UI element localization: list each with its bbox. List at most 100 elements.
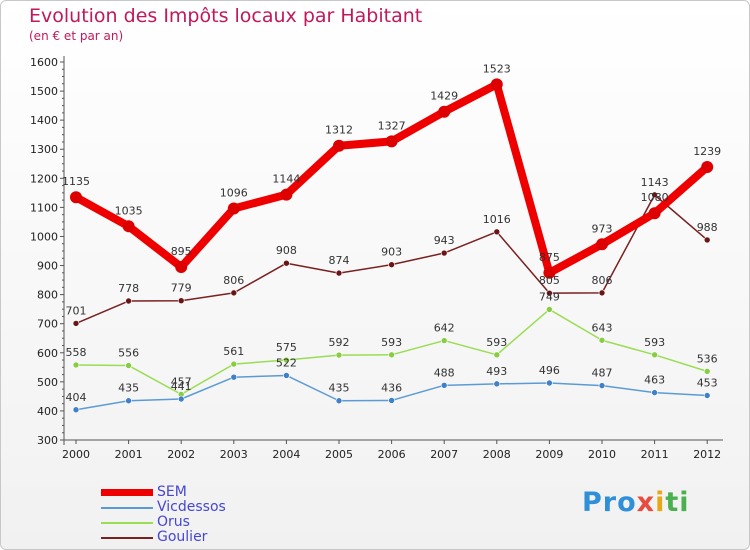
legend-item-sem: SEM — [101, 485, 226, 500]
y-tick-label: 1600 — [30, 56, 58, 69]
data-label-orus: 556 — [118, 347, 139, 360]
point-orus — [388, 351, 395, 359]
data-label-orus: 643 — [592, 321, 613, 334]
legend-swatch-vicdessos — [101, 506, 153, 509]
data-label-sem: 1327 — [378, 119, 406, 132]
x-tick-label: 2005 — [325, 448, 353, 461]
x-tick-label: 2010 — [588, 448, 616, 461]
y-tick-label: 1200 — [30, 172, 58, 185]
point-sem — [280, 188, 293, 201]
point-orus — [493, 351, 501, 359]
y-tick-label: 600 — [37, 347, 58, 360]
x-tick-label: 2002 — [167, 448, 195, 461]
data-label-orus: 749 — [539, 290, 560, 303]
legend-label-vicdessos: Vicdessos — [157, 499, 226, 515]
point-orus — [598, 336, 606, 344]
y-tick-label: 700 — [37, 318, 58, 331]
point-goulier — [440, 249, 448, 257]
chart-title: Evolution des Impôts locaux par Habitant — [29, 5, 423, 27]
point-orus — [230, 360, 238, 368]
point-sem — [70, 191, 82, 204]
x-tick-label: 2008 — [483, 448, 511, 461]
point-vicdessos — [72, 406, 80, 414]
legend-label-goulier: Goulier — [157, 529, 208, 545]
point-orus — [703, 368, 711, 375]
x-tick-label: 2009 — [535, 448, 563, 461]
legend-item-vicdessos: Vicdessos — [101, 500, 226, 515]
y-tick-label: 1000 — [30, 230, 58, 243]
point-vicdessos — [598, 382, 606, 389]
data-label-orus: 457 — [171, 375, 192, 388]
point-vicdessos — [493, 380, 501, 388]
data-label-vicdessos: 404 — [66, 391, 87, 404]
data-label-orus: 593 — [486, 336, 507, 349]
point-sem — [122, 220, 135, 233]
point-goulier — [283, 259, 290, 267]
data-label-vicdessos: 493 — [486, 365, 507, 378]
point-goulier — [72, 320, 80, 327]
point-goulier — [125, 297, 132, 305]
data-label-vicdessos: 453 — [697, 377, 718, 390]
y-tick-label: 1100 — [30, 201, 58, 214]
x-tick-label: 2012 — [693, 448, 721, 461]
data-label-vicdessos: 436 — [381, 381, 402, 394]
point-vicdessos — [440, 382, 448, 389]
data-label-orus: 593 — [644, 336, 665, 349]
legend-swatch-sem — [101, 489, 153, 496]
point-goulier — [546, 289, 553, 297]
y-tick-label: 1300 — [30, 143, 58, 156]
y-tick-label: 1500 — [30, 85, 58, 98]
y-tick-label: 500 — [37, 376, 58, 389]
chart-subtitle: (en € et par an) — [29, 29, 124, 43]
point-vicdessos — [335, 397, 343, 405]
point-goulier — [651, 191, 658, 199]
data-label-vicdessos: 487 — [592, 367, 613, 380]
point-orus — [72, 361, 80, 369]
data-label-sem: 1312 — [325, 124, 353, 137]
point-orus — [546, 306, 553, 313]
y-tick-label: 1400 — [30, 114, 58, 127]
point-sem — [438, 105, 451, 118]
data-label-vicdessos: 463 — [644, 374, 665, 387]
point-goulier — [335, 269, 343, 277]
data-label-goulier: 908 — [276, 244, 297, 257]
data-label-orus: 592 — [329, 336, 350, 349]
point-sem — [333, 139, 345, 152]
data-label-sem: 1239 — [693, 145, 721, 158]
data-label-goulier: 903 — [381, 246, 402, 259]
y-tick-label: 300 — [37, 434, 58, 447]
y-tick-label: 900 — [37, 260, 58, 273]
data-label-sem: 973 — [592, 222, 613, 235]
point-sem — [490, 78, 503, 91]
point-orus — [283, 356, 290, 364]
data-label-vicdessos: 435 — [118, 382, 139, 395]
data-label-goulier: 943 — [434, 234, 455, 247]
data-label-sem: 895 — [171, 245, 192, 258]
data-label-orus: 558 — [66, 346, 87, 359]
point-vicdessos — [177, 395, 185, 403]
x-tick-label: 2004 — [272, 448, 300, 461]
point-goulier — [598, 289, 606, 297]
point-goulier — [493, 228, 501, 236]
data-label-sem: 1523 — [483, 62, 511, 75]
x-tick-label: 2006 — [378, 448, 406, 461]
legend-item-orus: Orus — [101, 515, 226, 530]
data-label-goulier: 874 — [329, 254, 350, 267]
data-label-sem: 1429 — [430, 90, 458, 103]
y-tick-label: 400 — [37, 405, 58, 418]
point-sem — [701, 160, 714, 173]
data-label-vicdessos: 488 — [434, 366, 455, 379]
point-sem — [648, 207, 661, 220]
data-label-sem: 875 — [539, 251, 560, 264]
data-label-sem: 1035 — [115, 204, 143, 217]
data-label-orus: 536 — [697, 352, 718, 365]
data-label-goulier: 779 — [171, 282, 192, 295]
data-label-sem: 1096 — [220, 187, 248, 200]
data-label-sem: 1135 — [62, 175, 90, 188]
point-vicdessos — [125, 397, 132, 405]
data-label-goulier: 805 — [539, 274, 560, 287]
x-tick-label: 2003 — [220, 448, 248, 461]
point-orus — [335, 351, 343, 359]
data-label-goulier: 1016 — [483, 213, 511, 226]
